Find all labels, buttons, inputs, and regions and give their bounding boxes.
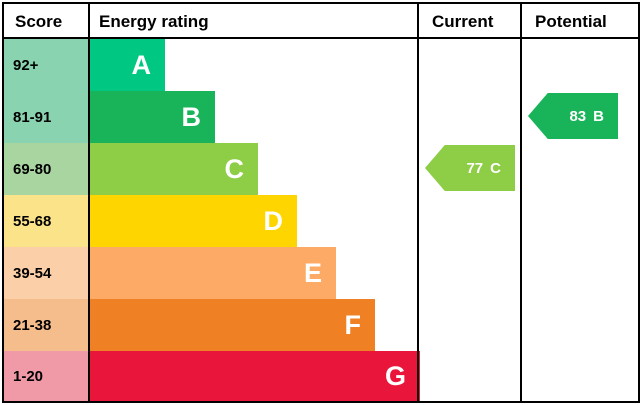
- score-range-g: 1-20: [13, 367, 44, 385]
- band-letter-b: B: [181, 101, 202, 132]
- score-range-c: 69-80: [13, 160, 52, 178]
- potential-rating-band: B: [593, 107, 604, 125]
- current-rating-arrow: 77 C: [425, 145, 515, 191]
- band-letter-a: A: [131, 49, 152, 80]
- band-letter-d: D: [263, 205, 284, 236]
- current-rating-band: C: [490, 159, 501, 177]
- band-bar-a: A: [90, 39, 165, 91]
- score-range-b: 81-91: [13, 108, 52, 126]
- band-bar-c: C: [90, 143, 258, 195]
- divider-current-potential: [520, 2, 522, 403]
- band-bar-b: B: [90, 91, 215, 143]
- score-range-f: 21-38: [13, 316, 52, 334]
- score-range-e: 39-54: [13, 264, 52, 282]
- potential-rating-value: 83: [569, 107, 587, 125]
- band-bar-e: E: [90, 247, 336, 299]
- potential-rating-arrow: 83 B: [528, 93, 618, 139]
- score-range-a: 92+: [13, 56, 39, 74]
- column-header-energy-rating: Energy rating: [99, 12, 209, 31]
- band-bar-d: D: [90, 195, 297, 247]
- current-rating-value: 77: [466, 159, 484, 177]
- column-header-score: Score: [15, 12, 63, 31]
- score-cell-g: 1-20: [4, 351, 88, 401]
- band-bar-f: F: [90, 299, 375, 351]
- score-cell-a: 92+: [4, 39, 88, 91]
- divider-rating-current: [417, 2, 419, 403]
- score-cell-c: 69-80: [4, 143, 88, 195]
- divider-rating-current-overlap: [417, 351, 419, 403]
- band-bar-g: G: [90, 351, 420, 401]
- band-letter-g: G: [384, 360, 406, 391]
- band-letter-c: C: [224, 153, 245, 184]
- score-range-d: 55-68: [13, 212, 52, 230]
- score-cell-b: 81-91: [4, 91, 88, 143]
- score-cell-e: 39-54: [4, 247, 88, 299]
- score-cell-f: 21-38: [4, 299, 88, 351]
- header-divider: [2, 37, 640, 39]
- column-header-current: Current: [432, 12, 494, 31]
- divider-score-rating: [88, 2, 90, 403]
- score-cell-d: 55-68: [4, 195, 88, 247]
- band-letter-e: E: [303, 257, 322, 288]
- band-letter-f: F: [344, 309, 362, 340]
- column-header-potential: Potential: [535, 12, 607, 31]
